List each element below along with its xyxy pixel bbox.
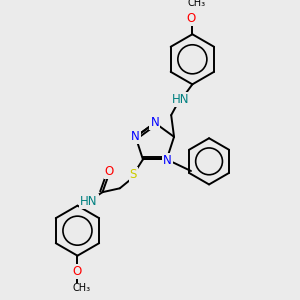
Text: N: N: [131, 130, 140, 143]
Text: S: S: [130, 168, 137, 181]
Text: HN: HN: [80, 195, 98, 208]
Text: N: N: [163, 154, 172, 167]
Text: O: O: [73, 265, 82, 278]
Text: CH₃: CH₃: [72, 284, 90, 293]
Text: N: N: [150, 116, 159, 129]
Text: O: O: [187, 12, 196, 26]
Text: O: O: [105, 165, 114, 178]
Text: CH₃: CH₃: [187, 0, 205, 8]
Text: HN: HN: [172, 93, 190, 106]
